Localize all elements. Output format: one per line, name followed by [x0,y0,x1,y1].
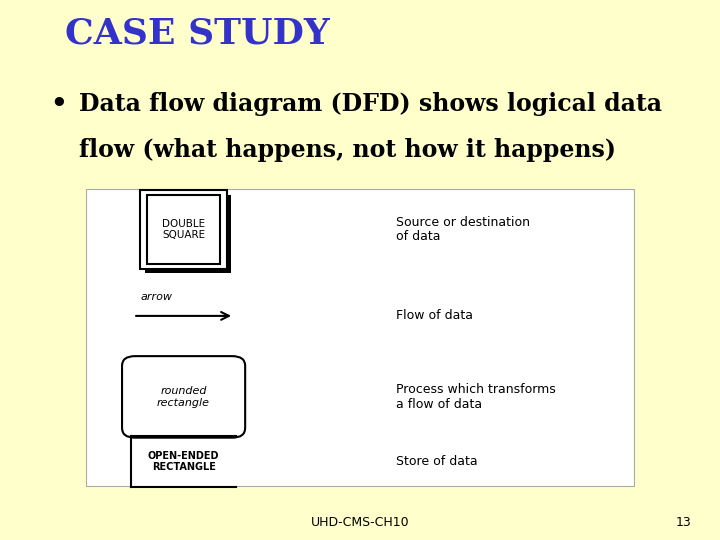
Text: Source or destination
of data: Source or destination of data [396,215,530,244]
FancyBboxPatch shape [122,356,245,437]
Bar [145,195,231,273]
Text: flow (what happens, not how it happens): flow (what happens, not how it happens) [79,138,616,161]
Text: Process which transforms
a flow of data: Process which transforms a flow of data [396,383,556,411]
Text: CASE STUDY: CASE STUDY [65,16,330,50]
Text: OPEN-ENDED
RECTANGLE: OPEN-ENDED RECTANGLE [148,451,220,472]
Text: rounded
rectangle: rounded rectangle [157,386,210,408]
Bar [86,189,634,486]
Text: DOUBLE
SQUARE: DOUBLE SQUARE [162,219,205,240]
Text: Data flow diagram (DFD) shows logical data: Data flow diagram (DFD) shows logical da… [79,92,662,116]
Text: Flow of data: Flow of data [396,309,473,322]
Text: arrow: arrow [140,292,172,302]
Bar [140,191,227,269]
Text: UHD-CMS-CH10: UHD-CMS-CH10 [311,516,409,529]
Bar [147,195,220,264]
Text: Store of data: Store of data [396,455,477,468]
Text: 13: 13 [675,516,691,529]
Text: •: • [50,92,67,118]
